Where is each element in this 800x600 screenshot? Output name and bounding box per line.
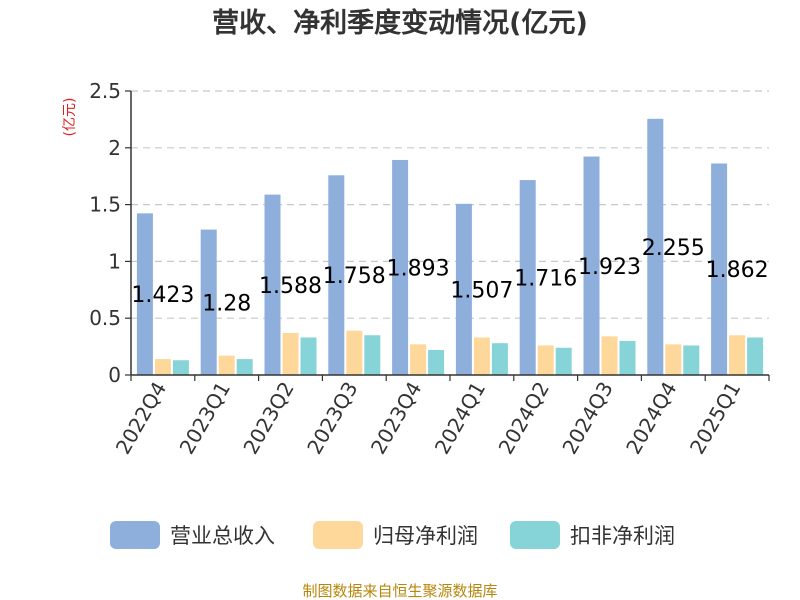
bar-deducted-net-profit (428, 350, 445, 375)
legend-label: 扣非净利润 (570, 524, 675, 548)
bar-revenue (583, 156, 600, 375)
bar-deducted-net-profit (491, 343, 508, 375)
revenue-data-label: 1.862 (706, 258, 769, 283)
legend-label: 营业总收入 (170, 524, 275, 548)
revenue-data-label: 1.758 (323, 264, 386, 289)
y-tick-label: 0.5 (89, 306, 121, 330)
bar-net-profit (665, 344, 682, 375)
revenue-data-label: 1.923 (578, 255, 641, 280)
bar-deducted-net-profit (300, 337, 317, 375)
chart-title: 营收、净利季度变动情况(亿元) (212, 7, 588, 39)
revenue-data-label: 2.255 (642, 236, 705, 261)
x-tick-label: 2023Q1 (175, 378, 235, 459)
revenue-data-label: 1.716 (514, 267, 577, 292)
bar-net-profit (346, 330, 363, 375)
bars (136, 118, 764, 375)
revenue-data-label: 1.507 (450, 278, 513, 303)
y-tick-label: 2 (108, 136, 121, 160)
y-tick-label: 0 (108, 363, 121, 387)
bar-deducted-net-profit (747, 337, 764, 375)
bar-revenue (136, 213, 153, 375)
x-tick-label: 2023Q4 (366, 378, 426, 459)
bar-net-profit (729, 335, 746, 375)
revenue-data-label: 1.893 (387, 256, 450, 281)
y-tick-label: 1 (108, 249, 121, 273)
bar-net-profit (154, 359, 171, 375)
bar-revenue (392, 159, 409, 375)
legend-label: 归母净利润 (373, 524, 478, 548)
legend-swatch (510, 521, 560, 549)
revenue-data-label: 1.588 (259, 274, 322, 299)
y-tick-label: 2.5 (89, 79, 121, 103)
legend-item[interactable]: 营业总收入 (110, 521, 275, 549)
bar-deducted-net-profit (555, 347, 572, 375)
x-tick-label: 2024Q2 (494, 378, 554, 459)
x-tick-label: 2024Q1 (430, 378, 490, 459)
bar-revenue (328, 175, 345, 375)
bar-deducted-net-profit (236, 359, 253, 375)
y-axis-unit-label: (亿元) (62, 98, 78, 137)
bar-net-profit (218, 355, 235, 375)
bar-deducted-net-profit (683, 345, 700, 375)
x-tick-label: 2025Q1 (685, 378, 745, 459)
bar-net-profit (410, 344, 427, 375)
bar-revenue (200, 229, 217, 375)
revenue-data-label: 1.423 (131, 283, 194, 308)
bar-revenue (711, 163, 728, 375)
legend-swatch (313, 521, 363, 549)
source-footer: 制图数据来自恒生聚源数据库 (302, 582, 497, 600)
y-tick-label: 1.5 (89, 193, 121, 217)
bar-net-profit (601, 336, 618, 375)
legend[interactable]: 营业总收入 归母净利润 扣非净利润 (110, 521, 675, 549)
bar-revenue (264, 194, 281, 375)
bar-revenue (455, 203, 472, 375)
legend-item[interactable]: 归母净利润 (313, 521, 478, 549)
bar-net-profit (473, 337, 490, 375)
bar-net-profit (282, 332, 299, 375)
legend-swatch (110, 521, 160, 549)
bar-deducted-net-profit (364, 335, 381, 375)
bar-net-profit (537, 345, 554, 375)
x-tick-label: 2023Q3 (302, 378, 362, 459)
x-tick-label: 2022Q4 (111, 378, 171, 459)
bar-deducted-net-profit (172, 360, 189, 375)
bar-deducted-net-profit (619, 340, 636, 375)
x-tick-label: 2023Q2 (238, 378, 298, 459)
x-tick-label: 2024Q3 (557, 378, 617, 459)
x-tick-label: 2024Q4 (621, 378, 681, 459)
bar-revenue (647, 118, 664, 375)
legend-item[interactable]: 扣非净利润 (510, 521, 675, 549)
bar-revenue (519, 180, 536, 375)
revenue-data-label: 1.28 (202, 291, 251, 316)
